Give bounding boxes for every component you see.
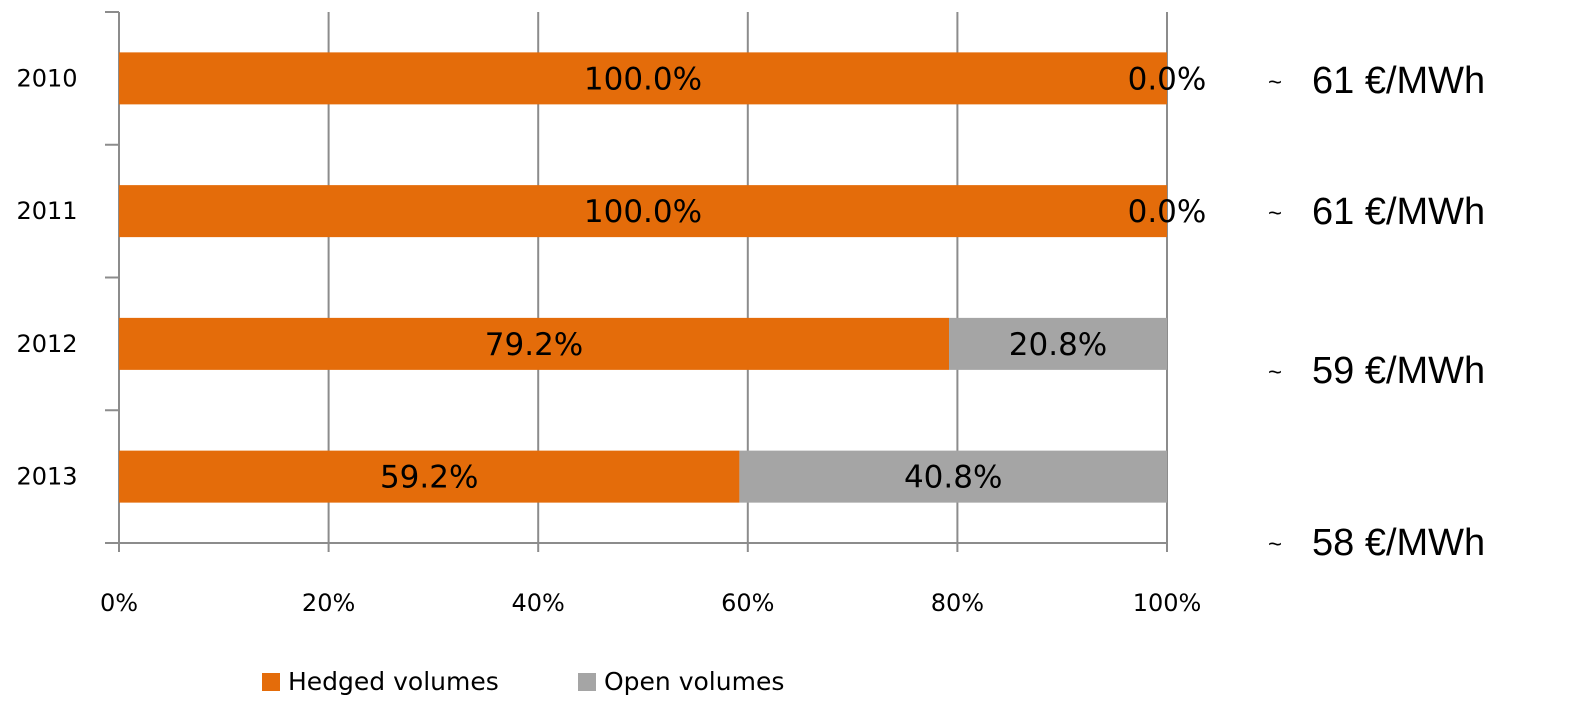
price-text: 61 €/MWh	[1312, 191, 1486, 233]
price-tilde: ~	[1268, 530, 1283, 558]
data-label: 100.0%	[584, 61, 702, 97]
legend-label-open: Open volumes	[604, 667, 785, 696]
x-tick-label: 40%	[512, 589, 565, 617]
data-label: 79.2%	[485, 327, 583, 363]
price-text: 58 €/MWh	[1312, 522, 1486, 564]
data-label: 59.2%	[380, 460, 478, 496]
price-annotation-2010: ~61 €/MWh	[1268, 62, 1485, 100]
price-tilde: ~	[1268, 358, 1283, 386]
legend-swatch-hedged	[262, 673, 280, 691]
x-tick-label: 60%	[721, 589, 774, 617]
price-annotation-2013: ~58 €/MWh	[1268, 524, 1485, 562]
bar-open-volumes	[949, 317, 1167, 370]
data-label: 20.8%	[1009, 327, 1107, 363]
price-annotation-2011: ~61 €/MWh	[1268, 193, 1485, 231]
price-tilde: ~	[1268, 68, 1283, 96]
data-label: 0.0%	[1128, 194, 1207, 230]
bar-open-volumes	[739, 450, 1167, 503]
x-tick-label: 20%	[302, 589, 355, 617]
legend-swatch-open	[578, 673, 596, 691]
labels: 100.0% 0.0% 100.0% 0.0% 79.2% 20.8% 59.2% 40.8%	[380, 61, 1206, 495]
axes: 0% 20% 40% 60% 80% 100% 2010 2011 2012 2013	[16, 11, 1202, 617]
y-category-label: 2013	[16, 463, 77, 491]
price-text: 61 €/MWh	[1312, 60, 1486, 102]
legend-label-hedged: Hedged volumes	[288, 667, 499, 696]
y-category-label: 2012	[16, 330, 77, 358]
data-label: 100.0%	[584, 194, 702, 230]
legend-item-open: Open volumes	[578, 669, 784, 694]
bar-hedged-volumes	[119, 185, 1167, 238]
x-tick-label: 0%	[100, 589, 138, 617]
bar-hedged-volumes	[119, 450, 740, 503]
x-tick-label: 80%	[931, 589, 984, 617]
x-tick-label: 100%	[1133, 589, 1202, 617]
legend-item-hedged: Hedged volumes	[262, 669, 499, 694]
price-annotation-2012: ~59 €/MWh	[1268, 352, 1485, 390]
y-category-label: 2010	[16, 64, 77, 92]
price-text: 59 €/MWh	[1312, 350, 1486, 392]
price-tilde: ~	[1268, 199, 1283, 227]
data-label: 40.8%	[904, 460, 1002, 496]
data-label: 0.0%	[1128, 61, 1207, 97]
bars	[119, 52, 1167, 503]
bar-hedged-volumes	[119, 317, 950, 370]
bar-hedged-volumes	[119, 52, 1167, 105]
y-category-label: 2011	[16, 197, 77, 225]
